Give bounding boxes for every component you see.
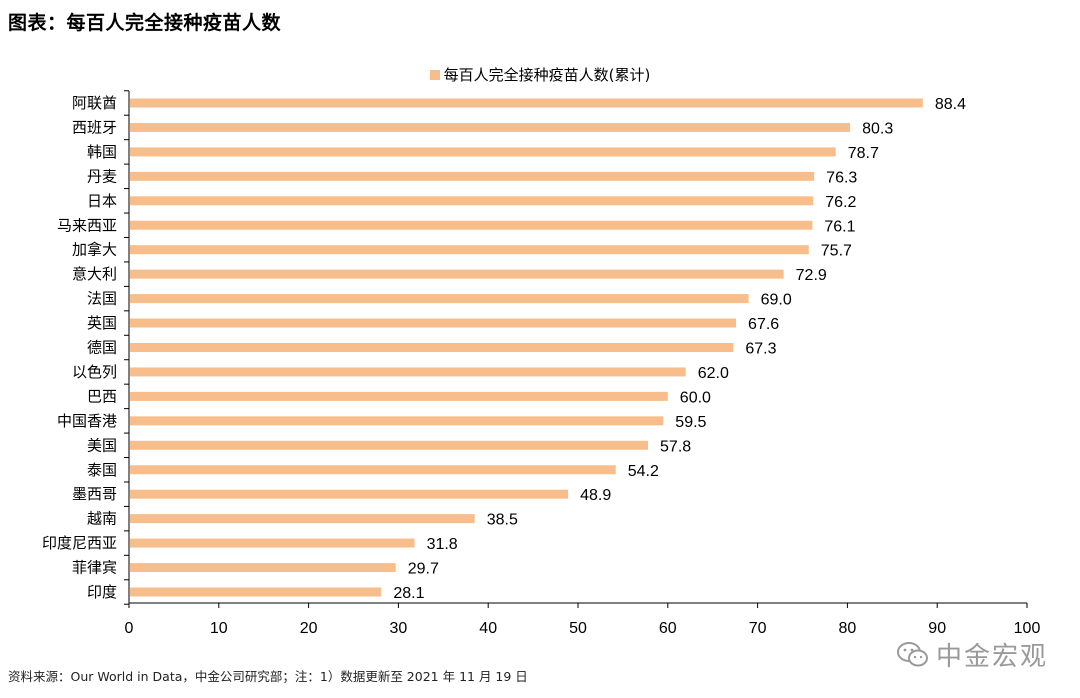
source-footnote: 资料来源：Our World in Data，中金公司研究部；注：1）数据更新至… [8, 669, 528, 684]
category-label: 菲律宾 [72, 559, 117, 577]
value-label: 80.3 [862, 120, 893, 137]
bar [130, 563, 396, 573]
value-label: 72.9 [796, 267, 827, 284]
category-label: 巴西 [87, 387, 117, 405]
category-label: 马来西亚 [57, 216, 117, 234]
value-label: 88.4 [935, 96, 966, 113]
bar [130, 196, 814, 206]
value-label: 67.3 [745, 341, 776, 358]
bar [130, 245, 809, 255]
category-label: 印度尼西亚 [42, 534, 117, 552]
x-tick-label: 50 [569, 620, 587, 637]
category-label: 西班牙 [72, 118, 117, 136]
value-label: 76.2 [825, 194, 856, 211]
value-label: 29.7 [408, 561, 439, 578]
bar [130, 367, 686, 377]
watermark-text: 中金宏观 [936, 642, 1049, 672]
category-label: 越南 [87, 510, 117, 528]
bar [130, 514, 475, 524]
bar [130, 416, 664, 426]
x-tick-label: 20 [300, 620, 318, 637]
chart-legend: 每百人完全接种疫苗人数(累计) [0, 64, 1080, 85]
value-label: 76.1 [824, 218, 855, 235]
value-label: 31.8 [427, 536, 458, 553]
bar [130, 122, 851, 132]
category-label: 意大利 [72, 265, 117, 283]
bar [130, 440, 649, 450]
bar [130, 318, 737, 328]
value-label: 57.8 [660, 438, 691, 455]
x-tick-label: 10 [210, 620, 228, 637]
bar [130, 391, 668, 401]
bar [130, 294, 749, 304]
category-label: 墨西哥 [72, 485, 117, 503]
legend-label: 每百人完全接种疫苗人数(累计) [443, 66, 651, 84]
bar [130, 269, 784, 279]
value-label: 48.9 [580, 487, 611, 504]
watermark: 中金宏观 [896, 636, 1048, 673]
wechat-icon [897, 641, 928, 666]
value-label: 54.2 [628, 463, 659, 480]
x-tick-label: 60 [659, 620, 677, 637]
x-tick-label: 40 [479, 620, 497, 637]
category-label: 以色列 [72, 363, 117, 381]
bar [130, 98, 923, 108]
chart-title: 图表：每百人完全接种疫苗人数 [8, 12, 282, 34]
value-label: 60.0 [680, 389, 711, 406]
bar [130, 489, 569, 499]
category-label: 法国 [87, 290, 117, 308]
x-tick-label: 70 [749, 620, 767, 637]
bar [130, 220, 813, 230]
bar [130, 465, 616, 475]
category-label: 中国香港 [57, 412, 117, 430]
value-label: 69.0 [761, 292, 792, 309]
bar [130, 587, 382, 597]
x-tick-label: 0 [125, 620, 134, 637]
x-tick-label: 90 [928, 620, 946, 637]
x-tick-label: 100 [1014, 620, 1041, 637]
category-label: 韩国 [87, 143, 117, 161]
category-label: 德国 [87, 339, 117, 357]
value-label: 38.5 [487, 512, 518, 529]
value-label: 67.6 [748, 316, 779, 333]
category-label: 阿联酋 [72, 94, 117, 112]
value-label: 28.1 [393, 585, 424, 602]
value-label: 76.3 [826, 169, 857, 186]
category-label: 英国 [87, 314, 117, 332]
category-label: 丹麦 [87, 167, 117, 185]
value-label: 75.7 [821, 243, 852, 260]
category-label: 美国 [87, 436, 117, 454]
value-label: 59.5 [675, 414, 706, 431]
legend-swatch [429, 69, 440, 80]
category-label: 日本 [87, 192, 117, 210]
x-tick-label: 80 [839, 620, 857, 637]
bar [130, 343, 734, 352]
x-tick-label: 30 [390, 620, 408, 637]
category-label: 加拿大 [72, 241, 117, 259]
legend-item: 每百人完全接种疫苗人数(累计) [429, 64, 651, 85]
value-label: 78.7 [848, 145, 879, 162]
bar [130, 538, 415, 548]
category-label: 印度 [87, 583, 117, 601]
value-label: 62.0 [698, 365, 729, 382]
category-label: 泰国 [87, 461, 117, 479]
bar [130, 171, 815, 181]
bar [130, 147, 836, 157]
